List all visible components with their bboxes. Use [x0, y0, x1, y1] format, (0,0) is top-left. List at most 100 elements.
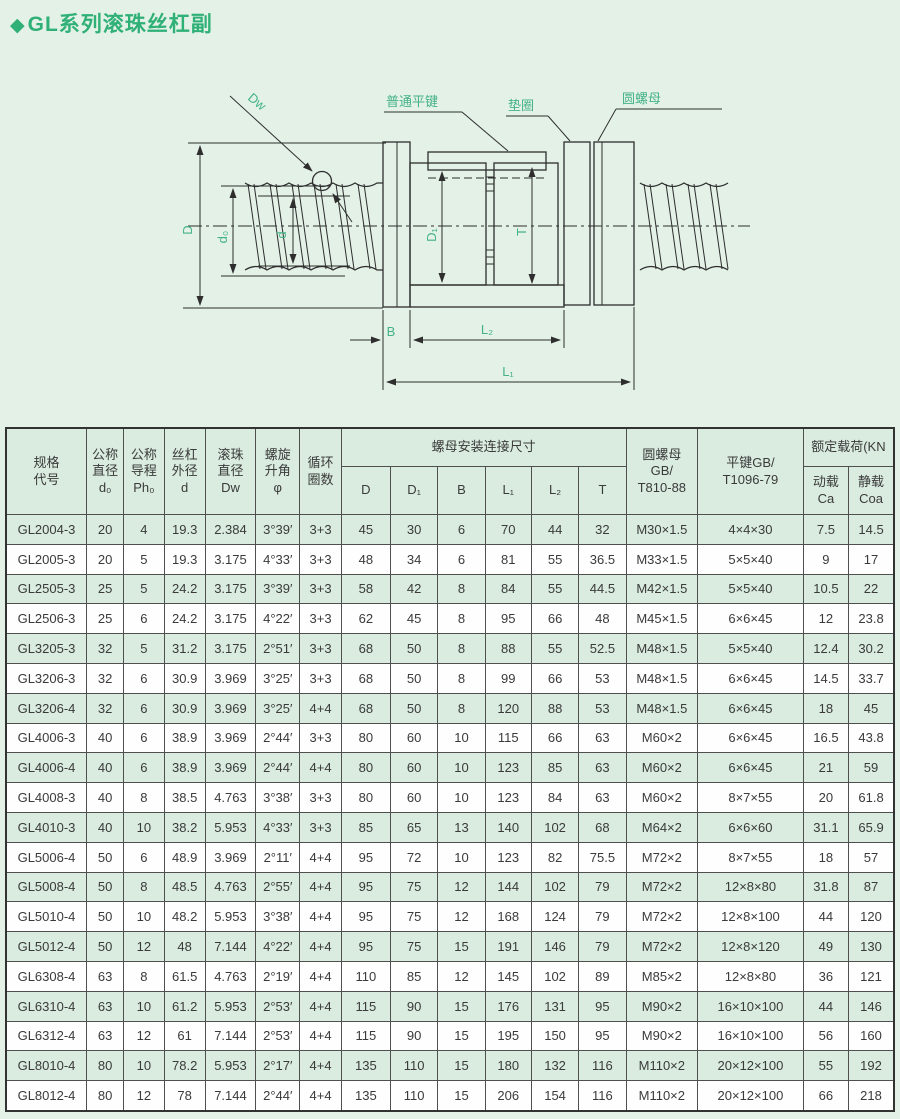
spec-value-cell: 6	[123, 603, 165, 635]
spec-value-cell: 23.8	[848, 603, 895, 635]
table-row: GL3205-3 32 5 31.2 3.175 2°51′ 3+3 68 50 8 88 55 52.…	[5, 633, 895, 664]
spec-value-cell: 206	[484, 1080, 532, 1112]
spec-value-cell: 7.5	[802, 514, 850, 545]
spec-value-cell: 3.969	[204, 752, 257, 784]
spec-value-cell: 116	[578, 1050, 627, 1082]
round-nut	[593, 141, 635, 306]
spec-value-cell: 16×10×100	[697, 1020, 804, 1052]
spec-value-cell: 4+4	[299, 931, 342, 962]
dim-label-d: d	[274, 231, 289, 238]
spec-value-cell: 15	[437, 1080, 486, 1112]
table-row: GL6310-4 63 10 61.2 5.953 2°53′ 4+4 115 90 15 176 1…	[5, 990, 895, 1022]
spec-code-cell: GL5010-4	[5, 901, 88, 933]
spec-value-cell: 4°22′	[255, 603, 301, 635]
spec-value-cell: 38.9	[163, 722, 206, 754]
spec-value-cell: 2°11′	[255, 841, 301, 873]
spec-value-cell: 75.5	[578, 841, 627, 873]
spec-value-cell: 16.5	[802, 722, 850, 754]
spec-value-cell: 4°33′	[255, 811, 301, 843]
spec-value-cell: 75	[389, 901, 439, 933]
spec-value-cell: 7.144	[204, 931, 257, 962]
table-row: GL4006-4 40 6 38.9 3.969 2°44′ 4+4 80 60 10 123 85 6…	[5, 752, 895, 784]
spec-value-cell: 3.175	[204, 573, 257, 605]
spec-value-cell: 4+4	[299, 841, 342, 873]
spec-value-cell: 19.3	[163, 514, 206, 545]
spec-value-cell: 14.5	[848, 514, 895, 545]
spec-value-cell: 84	[530, 782, 580, 813]
spec-code-cell: GL6308-4	[5, 960, 88, 992]
spec-value-cell: 6	[437, 514, 486, 545]
page-title: ◆GL系列滚珠丝杠副	[10, 8, 213, 38]
spec-value-cell: 110	[340, 960, 392, 992]
spec-value-cell: 65.9	[848, 811, 895, 843]
spec-code-cell: GL3206-3	[5, 662, 88, 694]
spec-value-cell: 5×5×40	[697, 573, 804, 605]
spec-value-cell: 2°44′	[255, 1080, 301, 1112]
table-row: GL8012-4 80 12 78 7.144 2°44′ 4+4 135 110 15 206 15…	[5, 1080, 895, 1112]
spec-table-body: GL2004-3 20 4 19.3 2.384 3°39′ 3+3 45 30 6 70 44 32 M…	[5, 514, 895, 1112]
spec-value-cell: 168	[484, 901, 532, 933]
spec-value-cell: 79	[578, 931, 627, 962]
spec-value-cell: 40	[86, 722, 125, 754]
spec-value-cell: 82	[530, 841, 580, 873]
spec-value-cell: 4×4×30	[697, 514, 804, 545]
spec-code-cell: GL2005-3	[5, 543, 88, 575]
spec-value-cell: 4+4	[299, 752, 342, 784]
spec-value-cell: 50	[86, 871, 125, 903]
spec-value-cell: 8	[437, 662, 486, 694]
spec-value-cell: 8×7×55	[697, 782, 804, 813]
spec-value-cell: 90	[389, 1020, 439, 1052]
table-row: GL8010-4 80 10 78.2 5.953 2°17′ 4+4 135 110 15 180…	[5, 1050, 895, 1082]
spec-value-cell: M45×1.5	[625, 603, 699, 635]
spec-value-cell: 3+3	[299, 811, 342, 843]
spec-value-cell: M110×2	[625, 1080, 699, 1112]
spec-value-cell: 5.953	[204, 1050, 257, 1082]
spec-value-cell: M110×2	[625, 1050, 699, 1082]
spec-code-cell: GL8012-4	[5, 1080, 88, 1112]
spec-value-cell: 115	[340, 1020, 392, 1052]
spec-value-cell: 135	[340, 1080, 392, 1112]
dim-label-B: B	[387, 324, 396, 339]
spec-table-header: 规格 代号 公称 直径 d₀ 公称 导程 Ph₀ 丝杠 外径 d 滚珠 直径 D…	[5, 427, 895, 515]
spec-value-cell: 48.2	[163, 901, 206, 933]
spec-value-cell: 8	[437, 603, 486, 635]
spec-value-cell: 3+3	[299, 603, 342, 635]
header-D: D	[340, 466, 392, 515]
spec-value-cell: 59	[848, 752, 895, 784]
table-row: GL5008-4 50 8 48.5 4.763 2°55′ 4+4 95 75 12 144 102…	[5, 871, 895, 903]
dim-label-D1: D₁	[424, 228, 439, 242]
spec-value-cell: 102	[530, 871, 580, 903]
spec-value-cell: 44	[802, 990, 850, 1022]
spec-value-cell: 53	[578, 692, 627, 724]
spec-value-cell: 3+3	[299, 514, 342, 545]
spec-value-cell: 88	[484, 633, 532, 664]
spec-value-cell: 2°53′	[255, 990, 301, 1022]
spec-value-cell: 160	[848, 1020, 895, 1052]
screw-shaft-right	[639, 182, 729, 271]
spec-value-cell: 61.8	[848, 782, 895, 813]
header-flat-key: 平键GB/ T1096-79	[697, 427, 804, 515]
spec-value-cell: 61.5	[163, 960, 206, 992]
spec-value-cell: 57	[848, 841, 895, 873]
spec-value-cell: 60	[389, 752, 439, 784]
spec-value-cell: 95	[340, 841, 392, 873]
spec-value-cell: 68	[340, 633, 392, 664]
spec-value-cell: 6	[123, 841, 165, 873]
spec-value-cell: 21	[802, 752, 850, 784]
spec-value-cell: M72×2	[625, 841, 699, 873]
spec-value-cell: 85	[389, 960, 439, 992]
spec-value-cell: 6	[123, 722, 165, 754]
spec-value-cell: 44	[802, 901, 850, 933]
spec-value-cell: 4.763	[204, 871, 257, 903]
nut-flange	[382, 141, 411, 308]
spec-value-cell: 150	[530, 1020, 580, 1052]
spec-value-cell: 3°25′	[255, 692, 301, 724]
spec-value-cell: 140	[484, 811, 532, 843]
spec-value-cell: 116	[578, 1080, 627, 1112]
spec-value-cell: 40	[86, 782, 125, 813]
spec-value-cell: 72	[389, 841, 439, 873]
spec-value-cell: 110	[389, 1050, 439, 1082]
dim-label-T: T	[514, 228, 529, 236]
spec-value-cell: 3.175	[204, 603, 257, 635]
spec-value-cell: 4+4	[299, 871, 342, 903]
